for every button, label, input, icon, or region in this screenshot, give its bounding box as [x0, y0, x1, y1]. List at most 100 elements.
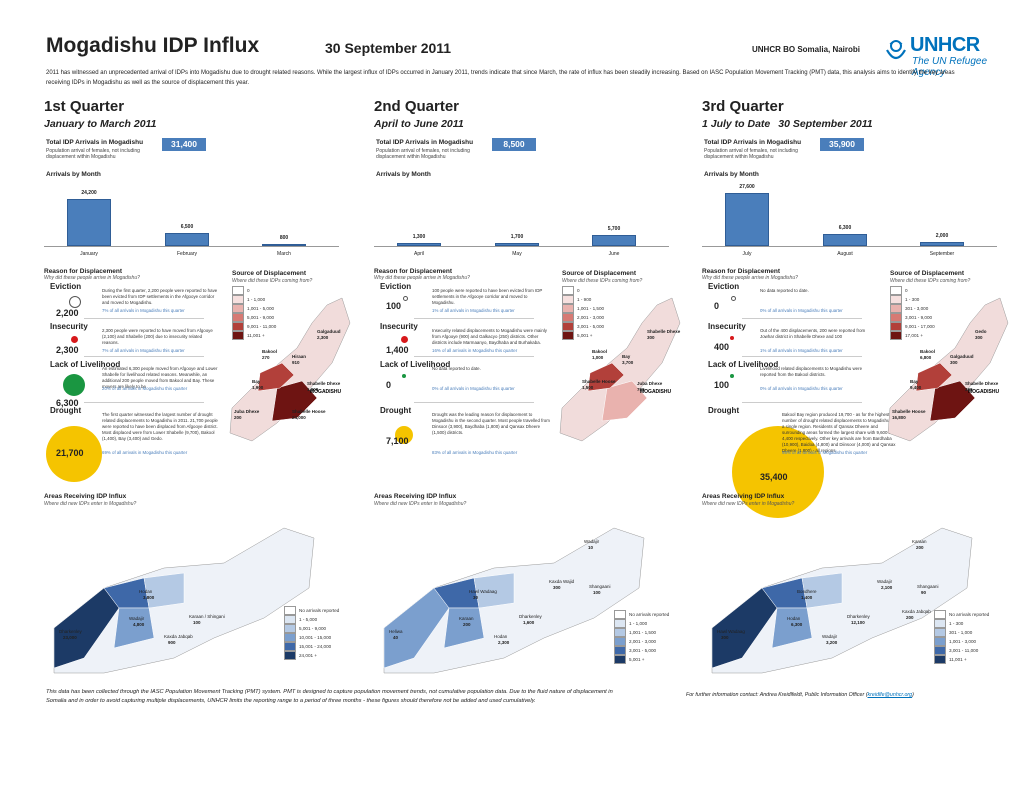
legend-label: 11,001 +: [247, 333, 265, 338]
area-value-label: 200: [463, 622, 471, 627]
legend-item: 24,001 +: [284, 651, 339, 660]
area-value-label: 200: [906, 615, 914, 620]
month-label: August: [837, 251, 853, 257]
source-legend: 0 1 - 300 301 - 3,000 3,001 - 9,000 9,001 - …: [890, 286, 935, 340]
reason-description: No data reported to date.: [760, 288, 809, 293]
area-value-label: 30: [473, 595, 479, 600]
quarter-period-text: April to June 2011: [374, 118, 464, 130]
area-name-label: Kaxda Jabqab: [164, 634, 193, 639]
bar-value-label: 6,300: [838, 224, 852, 231]
legend-swatch: [232, 304, 244, 313]
total-value: 31,400: [162, 138, 206, 151]
mogadishu-label: MOGADISHU: [310, 389, 342, 395]
area-name-label: Karaan: [912, 539, 927, 544]
reason-circle-eviction: [730, 296, 736, 301]
bay-region: [587, 362, 625, 392]
legend-label: 1 - 900: [577, 297, 592, 302]
source-legend: 0 1 - 1,000 1,001 - 5,000 5,001 - 9,000 9,00…: [232, 286, 276, 340]
area-value-label: 2,100: [881, 585, 893, 590]
source-region-label: Bakool: [262, 349, 277, 354]
bar-march[interactable]: [262, 244, 306, 246]
bar-january[interactable]: [67, 199, 111, 246]
legend-item: 1,001 - 5,000: [232, 304, 276, 313]
area-name-label: Wadajir: [584, 539, 600, 544]
quarter-period: 1 July to Date 30 September 2011: [702, 118, 1002, 130]
source-region-value: 300: [647, 335, 655, 340]
reason-description: 100 people were reported to have been ev…: [432, 288, 543, 305]
source-region-value: 3,700: [622, 360, 634, 365]
legend-item: 301 - 1,000: [934, 628, 989, 637]
legend-swatch: [562, 295, 574, 304]
area-name-label: Wadajir: [822, 634, 838, 639]
source-region-label: Gedo: [975, 329, 987, 334]
quarter-period: April to June 2011: [374, 118, 674, 130]
legend-swatch: [614, 637, 626, 646]
area-value-label: 12,100: [851, 620, 865, 625]
legend-swatch: [232, 295, 244, 304]
areas-title: Areas Receiving IDP Influx: [374, 493, 457, 500]
legend-swatch: [284, 633, 296, 642]
reason-percentage: 0% of all arrivals in Mogadishu this qua…: [760, 386, 843, 391]
chart-baseline: [374, 246, 669, 247]
area-value-label: 900: [168, 640, 176, 645]
bar-february[interactable]: [165, 233, 209, 246]
reason-description: Drought was the leading reason for displ…: [432, 412, 550, 435]
source-region-value: 2,300: [317, 335, 329, 340]
reason-value: 2,200: [56, 308, 79, 318]
legend-label: 3,001 - 11,000: [949, 648, 979, 653]
reason-subtitle: Why did these people arrive in Mogadishu…: [44, 275, 140, 281]
office-name: UNHCR BO Somalia, Nairobi: [752, 45, 861, 54]
area-name-label: Dharkenley: [847, 614, 871, 619]
legend-label: 0: [577, 288, 580, 293]
legend-swatch: [890, 295, 902, 304]
reason-separator: [84, 402, 204, 403]
reason-description: The first quarter witnessed the largest …: [102, 412, 218, 441]
reason-value: 2,300: [56, 345, 79, 355]
area-value-label: 300: [721, 635, 729, 640]
area-name-label: Karaan / Shingani: [189, 614, 225, 619]
unhcr-logo: UNHCR The UN Refugee Agency: [884, 34, 1000, 78]
reason-percentage: 0% of all arrivals in Mogadishu this qua…: [432, 386, 515, 391]
reason-subtitle: Why did these people arrive in Mogadishu…: [702, 275, 798, 281]
area-value-label: 4,800: [133, 622, 145, 627]
bar-may[interactable]: [495, 242, 539, 246]
bar-june[interactable]: [592, 234, 636, 246]
legend-label: 11,001 +: [949, 657, 967, 662]
legend-item: 1 - 1,000: [614, 619, 669, 628]
legend-swatch: [284, 606, 296, 615]
reason-percentage: 1% of all arrivals in Mogadishu this qua…: [432, 308, 515, 313]
area-value-label: 100: [193, 620, 201, 625]
bar-april[interactable]: [397, 243, 441, 246]
reason-separator: [84, 356, 204, 357]
reason-circle-insecurity: [400, 336, 408, 343]
reason-percentage: 69% of all arrivals in Mogadishu this qu…: [102, 450, 188, 455]
area-value-label: 1,400: [801, 595, 813, 600]
reason-label: Eviction: [708, 282, 740, 291]
contact-email-link[interactable]: kreidlfe@unhcr.org: [867, 692, 913, 698]
legend-label: 17,001 +: [905, 333, 924, 338]
legend-label: 1 - 1,000: [247, 297, 266, 302]
district-area: [443, 607, 485, 649]
reason-description: Insecurity related displacements to Moga…: [432, 328, 547, 345]
bar-september[interactable]: [920, 242, 964, 246]
area-name-label: Kaxda Jabqab: [902, 609, 931, 614]
chart-baseline: [702, 246, 997, 247]
legend-label: 15,001 - 24,000: [299, 644, 332, 649]
quarter-column-1: 1st Quarter January to March 2011 Total ID…: [44, 98, 351, 688]
legend-item: No arrivals reported: [614, 610, 669, 619]
areas-subtitle: Where did new IDPs enter in Mogadishu?: [374, 501, 467, 507]
bar-july[interactable]: [725, 192, 769, 246]
area-value-label: 23,000: [63, 635, 77, 640]
legend-item: 3,001 - 11,000: [934, 646, 989, 655]
source-region-value: 200: [234, 415, 242, 420]
total-label: Total IDP Arrivals in Mogadishu: [46, 139, 144, 146]
area-name-label: Wadajir: [129, 616, 145, 621]
bar-august[interactable]: [823, 233, 867, 246]
reason-label: Lack of Livelihood: [708, 360, 779, 369]
legend-label: 1 - 300: [905, 297, 920, 302]
legend-item: 9,001 - 11,000: [232, 322, 276, 331]
legend-item: 3,001 - 5,000: [614, 646, 669, 655]
district-area: [711, 587, 778, 669]
